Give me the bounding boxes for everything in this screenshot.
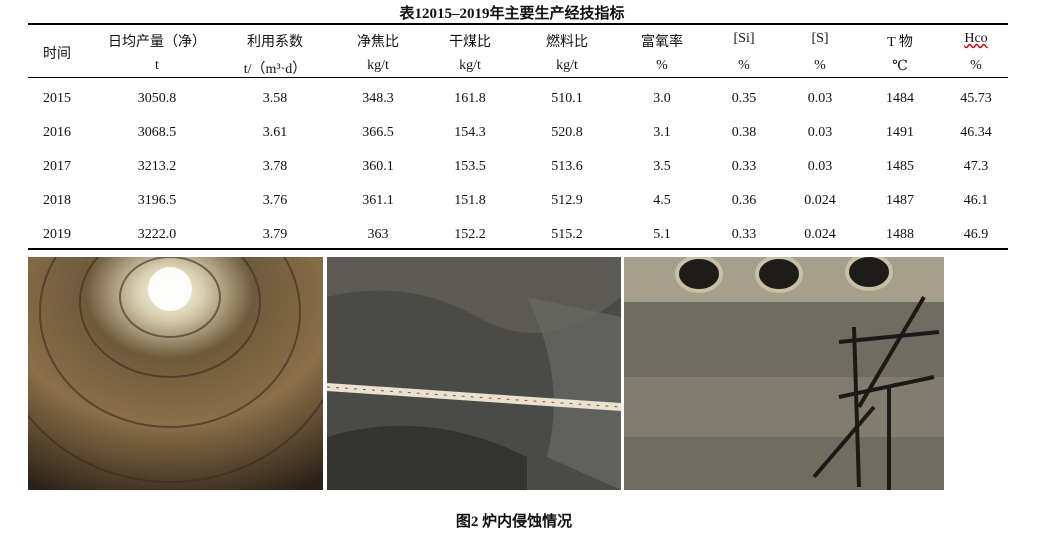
table-cell: 0.03 <box>807 125 833 140</box>
photo-tuyere-wall <box>624 257 944 490</box>
table-cell: 0.35 <box>731 91 757 106</box>
column-header: T 物 <box>887 35 913 50</box>
table-cell: 47.3 <box>963 159 989 174</box>
table-cell: 363 <box>367 227 389 242</box>
table-cell: 3.61 <box>262 125 288 140</box>
table-cell: 153.5 <box>454 159 486 174</box>
top-rule <box>28 23 1008 25</box>
table-cell: 3.76 <box>262 193 288 208</box>
column-unit: t <box>155 58 159 73</box>
column-unit: kg/t <box>556 58 578 73</box>
table-cell: 161.8 <box>454 91 486 106</box>
table-cell: 3222.0 <box>137 227 177 242</box>
column-header: 干煤比 <box>449 35 491 50</box>
table-cell: 3213.2 <box>137 159 177 174</box>
table-cell: 1487 <box>886 193 914 208</box>
table-cell: 0.03 <box>807 159 833 174</box>
table-cell: 512.9 <box>551 193 583 208</box>
table-cell: 360.1 <box>362 159 394 174</box>
table-cell: 1488 <box>886 227 914 242</box>
table-cell: 3.78 <box>262 159 288 174</box>
column-unit: ℃ <box>892 59 908 74</box>
table-cell: 0.03 <box>807 91 833 106</box>
table-cell: 0.33 <box>731 227 757 242</box>
table-cell: 151.8 <box>454 193 486 208</box>
table-cell: 0.38 <box>731 125 757 140</box>
table-title: 表12015–2019年主要生产经技指标 <box>399 6 625 22</box>
table-cell: 515.2 <box>551 227 583 242</box>
header-rule <box>28 77 1008 78</box>
table-cell: 2015 <box>43 91 71 106</box>
table-cell: 3.5 <box>653 159 671 174</box>
table-cell: 2017 <box>43 159 71 174</box>
table-cell: 2016 <box>43 125 71 140</box>
column-header: 时间 <box>43 47 71 62</box>
table-cell: 2018 <box>43 193 71 208</box>
column-unit: t/（m³·d） <box>243 62 307 77</box>
column-header: [S] <box>811 31 829 46</box>
table-cell: 0.33 <box>731 159 757 174</box>
table-cell: 45.73 <box>960 91 992 106</box>
column-header: Hco <box>964 31 988 46</box>
table-cell: 520.8 <box>551 125 583 140</box>
column-header: 净焦比 <box>357 35 399 50</box>
table-cell: 510.1 <box>551 91 583 106</box>
figure-caption: 图2 炉内侵蚀情况 <box>455 514 573 530</box>
table-cell: 1485 <box>886 159 914 174</box>
table-cell: 0.36 <box>731 193 757 208</box>
table-cell: 152.2 <box>454 227 486 242</box>
column-header: 富氧率 <box>641 35 683 50</box>
table-cell: 3050.8 <box>137 91 177 106</box>
table-cell: 361.1 <box>362 193 394 208</box>
column-unit: % <box>738 58 750 73</box>
bottom-rule <box>28 248 1008 250</box>
table-cell: 46.1 <box>963 193 989 208</box>
column-unit: % <box>814 58 826 73</box>
table-cell: 46.34 <box>960 125 992 140</box>
table-cell: 3.58 <box>262 91 288 106</box>
column-unit: kg/t <box>459 58 481 73</box>
column-header: 利用系数 <box>247 35 303 50</box>
column-header: 日均产量（净） <box>108 35 206 50</box>
table-cell: 0.024 <box>804 227 836 242</box>
table-cell: 0.024 <box>804 193 836 208</box>
column-unit: kg/t <box>367 58 389 73</box>
table-cell: 3068.5 <box>137 125 177 140</box>
table-cell: 4.5 <box>653 193 671 208</box>
column-header: 燃料比 <box>546 35 588 50</box>
table-cell: 5.1 <box>653 227 671 242</box>
table-cell: 513.6 <box>551 159 583 174</box>
table-cell: 2019 <box>43 227 71 242</box>
table-cell: 46.9 <box>963 227 989 242</box>
table-cell: 3.0 <box>653 91 671 106</box>
table-cell: 3.1 <box>653 125 671 140</box>
table-cell: 348.3 <box>362 91 394 106</box>
table-cell: 154.3 <box>454 125 486 140</box>
column-header: [Si] <box>733 31 755 46</box>
table-cell: 3196.5 <box>137 193 177 208</box>
column-unit: % <box>656 58 668 73</box>
table-cell: 366.5 <box>362 125 394 140</box>
table-cell: 1491 <box>886 125 914 140</box>
photo-erosion-surface <box>327 257 621 490</box>
table-cell: 3.79 <box>262 227 288 242</box>
column-unit: % <box>970 58 982 73</box>
table-cell: 1484 <box>886 91 914 106</box>
photo-furnace-shaft <box>28 257 323 490</box>
